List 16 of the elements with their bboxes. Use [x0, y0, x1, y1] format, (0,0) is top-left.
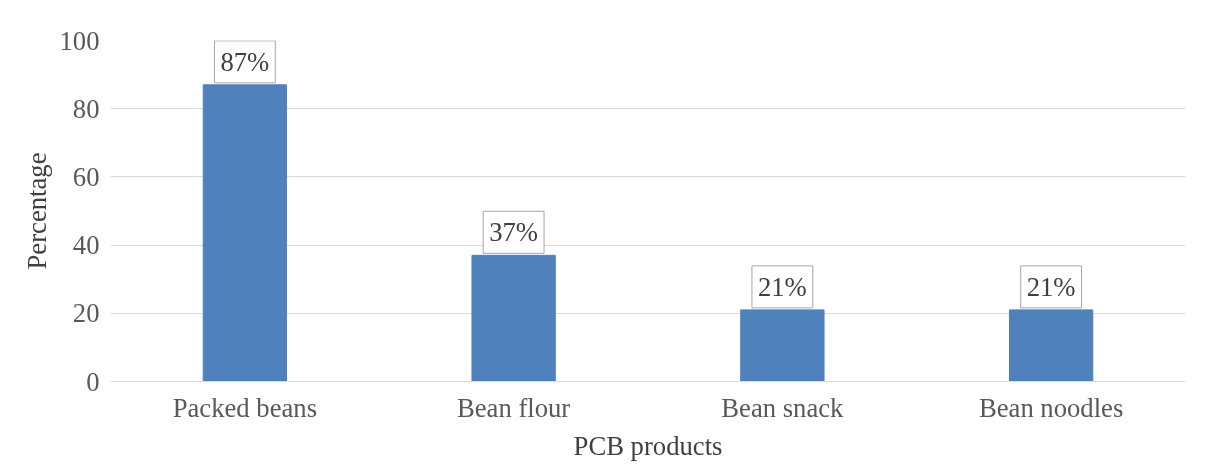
x-tick-label: Bean snack: [721, 392, 845, 423]
data-label: 21%: [1026, 271, 1076, 302]
y-tick-label: 20: [72, 298, 100, 329]
y-tick-label: 40: [72, 230, 100, 261]
y-tick-label: 0: [86, 366, 100, 397]
x-tick-label: Bean flour: [457, 392, 571, 423]
y-tick-label: 100: [59, 25, 100, 56]
y-axis-title: Percentage: [21, 152, 52, 270]
y-tick-label: 80: [72, 93, 100, 124]
data-label: 21%: [757, 271, 807, 302]
data-label: 87%: [220, 46, 270, 77]
x-axis-title: PCB products: [573, 430, 723, 461]
x-tick-label: Packed beans: [172, 392, 318, 423]
y-tick-label: 60: [72, 161, 100, 192]
x-tick-label: Bean noodles: [978, 392, 1124, 423]
data-label: 37%: [489, 217, 539, 248]
